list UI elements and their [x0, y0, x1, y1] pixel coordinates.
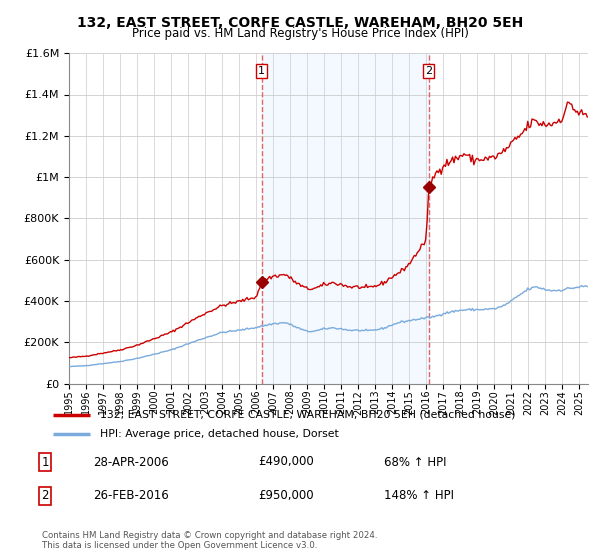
Text: 68% ↑ HPI: 68% ↑ HPI: [384, 455, 446, 469]
Text: 2: 2: [425, 67, 433, 76]
Text: 148% ↑ HPI: 148% ↑ HPI: [384, 489, 454, 502]
Text: 2: 2: [41, 489, 49, 502]
Text: 28-APR-2006: 28-APR-2006: [93, 455, 169, 469]
Text: 132, EAST STREET, CORFE CASTLE, WAREHAM, BH20 5EH: 132, EAST STREET, CORFE CASTLE, WAREHAM,…: [77, 16, 523, 30]
Text: 26-FEB-2016: 26-FEB-2016: [93, 489, 169, 502]
Text: 132, EAST STREET, CORFE CASTLE, WAREHAM, BH20 5EH (detached house): 132, EAST STREET, CORFE CASTLE, WAREHAM,…: [100, 409, 515, 419]
Text: 1: 1: [41, 455, 49, 469]
Text: 1: 1: [258, 67, 265, 76]
Bar: [262, 53, 429, 384]
Text: HPI: Average price, detached house, Dorset: HPI: Average price, detached house, Dors…: [100, 429, 339, 439]
Text: Price paid vs. HM Land Registry's House Price Index (HPI): Price paid vs. HM Land Registry's House …: [131, 27, 469, 40]
Text: £490,000: £490,000: [258, 455, 314, 469]
Text: £950,000: £950,000: [258, 489, 314, 502]
Text: Contains HM Land Registry data © Crown copyright and database right 2024.
This d: Contains HM Land Registry data © Crown c…: [42, 530, 377, 550]
